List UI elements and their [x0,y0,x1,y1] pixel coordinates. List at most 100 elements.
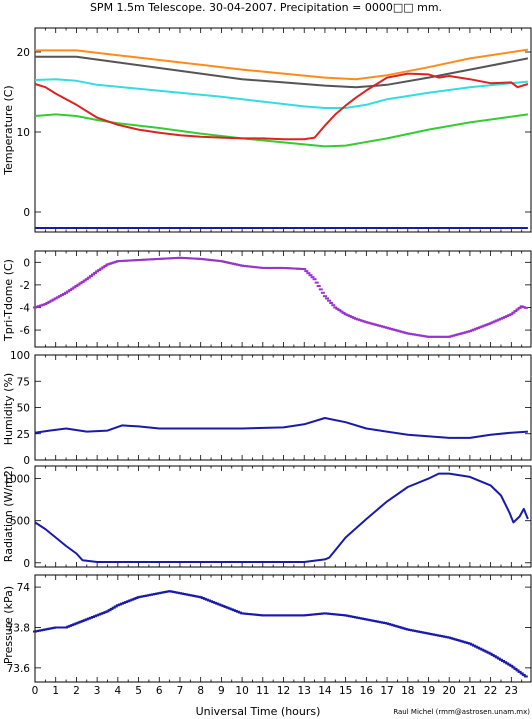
data-point [256,266,261,269]
data-point [343,614,348,617]
data-point [223,261,228,264]
data-point [157,592,162,595]
data-point [250,265,255,268]
data-point [308,613,313,616]
data-point [482,649,487,652]
data-point [341,311,346,314]
data-point [258,614,263,617]
data-point [376,324,381,327]
x-tick-label: 22 [484,685,497,697]
data-point [122,601,127,604]
data-point [306,613,311,616]
series-line [34,472,529,563]
data-point [111,606,116,609]
data-point [374,323,379,326]
data-point [86,276,91,279]
x-tick-label: 10 [235,685,248,697]
data-point [519,305,524,308]
data-point [246,612,251,615]
data-point [488,652,493,655]
data-point [358,617,363,620]
data-point [395,329,400,332]
panel-frame [34,354,532,461]
data-point [389,623,394,626]
data-point [283,614,288,617]
data-point [188,594,193,597]
data-point [496,318,501,321]
data-point [318,288,323,291]
y-tick-label: 1000 [3,474,30,486]
x-tick-label: 23 [505,685,518,697]
data-point [457,333,462,336]
data-point [467,330,472,333]
data-point [418,630,423,633]
data-point [192,594,197,597]
data-point [405,332,410,335]
data-point [41,303,46,306]
radiation-panel: 0 500 1000 Radiation (W/m2) [2,465,532,570]
data-point [279,266,284,269]
data-point [153,258,158,261]
data-point [72,286,77,289]
data-point [227,261,232,264]
data-point [409,629,414,632]
data-point [229,262,234,265]
data-point [155,258,160,261]
y-tick-label: 0 [23,455,30,467]
data-point [393,329,398,332]
data-point [153,592,158,595]
data-point [287,614,292,617]
data-point [492,655,497,658]
data-point [451,334,456,337]
data-point [238,264,243,267]
data-point [57,295,62,298]
data-point [426,632,431,635]
data-point [107,262,112,265]
data-point [447,636,452,639]
data-point [347,615,352,618]
data-point [505,662,510,665]
data-point [140,595,145,598]
data-point [422,631,427,634]
y-tick-label: 25 [17,429,30,441]
data-point [291,267,296,270]
data-point [349,315,354,318]
data-point [47,300,52,303]
data-point [498,317,503,320]
data-point [128,259,133,262]
data-point [426,335,431,338]
data-point [242,612,247,615]
series-line [34,78,528,109]
data-point [90,615,95,618]
data-point [130,259,135,262]
data-point [424,632,429,635]
data-point [296,267,301,270]
data-point [213,601,218,604]
data-point [302,268,307,271]
data-point [519,672,524,675]
data-point [414,333,419,336]
data-point [370,619,375,622]
data-point [217,259,222,262]
data-point [393,624,398,627]
data-point [314,613,319,616]
data-point [430,633,435,636]
figure-title: SPM 1.5m Telescope. 30-04-2007. Precipit… [90,1,442,14]
data-point [341,614,346,617]
data-point [267,614,272,617]
data-point [126,259,131,262]
data-point [428,335,433,338]
data-point [322,295,327,298]
data-point [273,614,278,617]
data-point [374,620,379,623]
data-point [99,612,104,615]
y-tick-label: 74 [17,582,31,594]
data-point [113,260,118,263]
x-tick-label: 18 [401,685,414,697]
data-point [501,316,506,319]
data-point [445,636,450,639]
pressure-panel: 73.6 73.8 74 Pressure (kPa) [2,574,532,683]
data-point [455,333,460,336]
data-point [115,604,120,607]
data-point [496,657,501,660]
